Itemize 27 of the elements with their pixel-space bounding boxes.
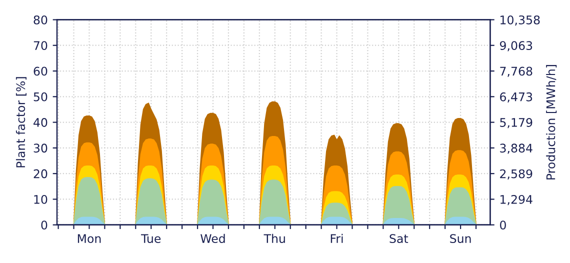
y-tick-label: 80 — [34, 15, 48, 24]
x-tick-label: Thu — [264, 234, 285, 244]
y2-tick-label: 3,884 — [500, 144, 532, 154]
y-tick-label: 40 — [34, 118, 48, 127]
x-tick-label: Wed — [200, 234, 225, 244]
x-tick-label: Mon — [78, 234, 101, 244]
y-tick-label: 0 — [41, 220, 48, 230]
y-tick-label: 20 — [34, 169, 48, 178]
x-tick-label: Fri — [330, 234, 343, 243]
y2-tick-label: 5,179 — [500, 118, 532, 128]
y-tick-label: 60 — [34, 66, 48, 76]
y2-tick-label: 2,589 — [500, 169, 532, 180]
y2-tick-label: 1,294 — [500, 194, 532, 206]
y2-tick-label: 0 — [500, 220, 506, 230]
y2-axis-title: Production [MWh/h] — [546, 65, 557, 180]
y-tick-label: 30 — [34, 144, 48, 153]
x-tick-label: Sat — [390, 234, 408, 244]
y2-tick-label: 6,473 — [500, 92, 532, 103]
y-tick-label: 10 — [34, 194, 48, 204]
y-tick-label: 70 — [34, 41, 48, 50]
y-tick-label: 50 — [34, 92, 48, 102]
y2-tick-label: 9,063 — [500, 41, 532, 52]
y2-tick-label: 10,358 — [500, 15, 540, 26]
x-tick-label: Tue — [140, 234, 161, 244]
y-axis-title: Plant factor [%] — [16, 77, 26, 168]
x-tick-label: Sun — [450, 234, 471, 244]
y2-tick-label: 7,768 — [500, 66, 532, 77]
